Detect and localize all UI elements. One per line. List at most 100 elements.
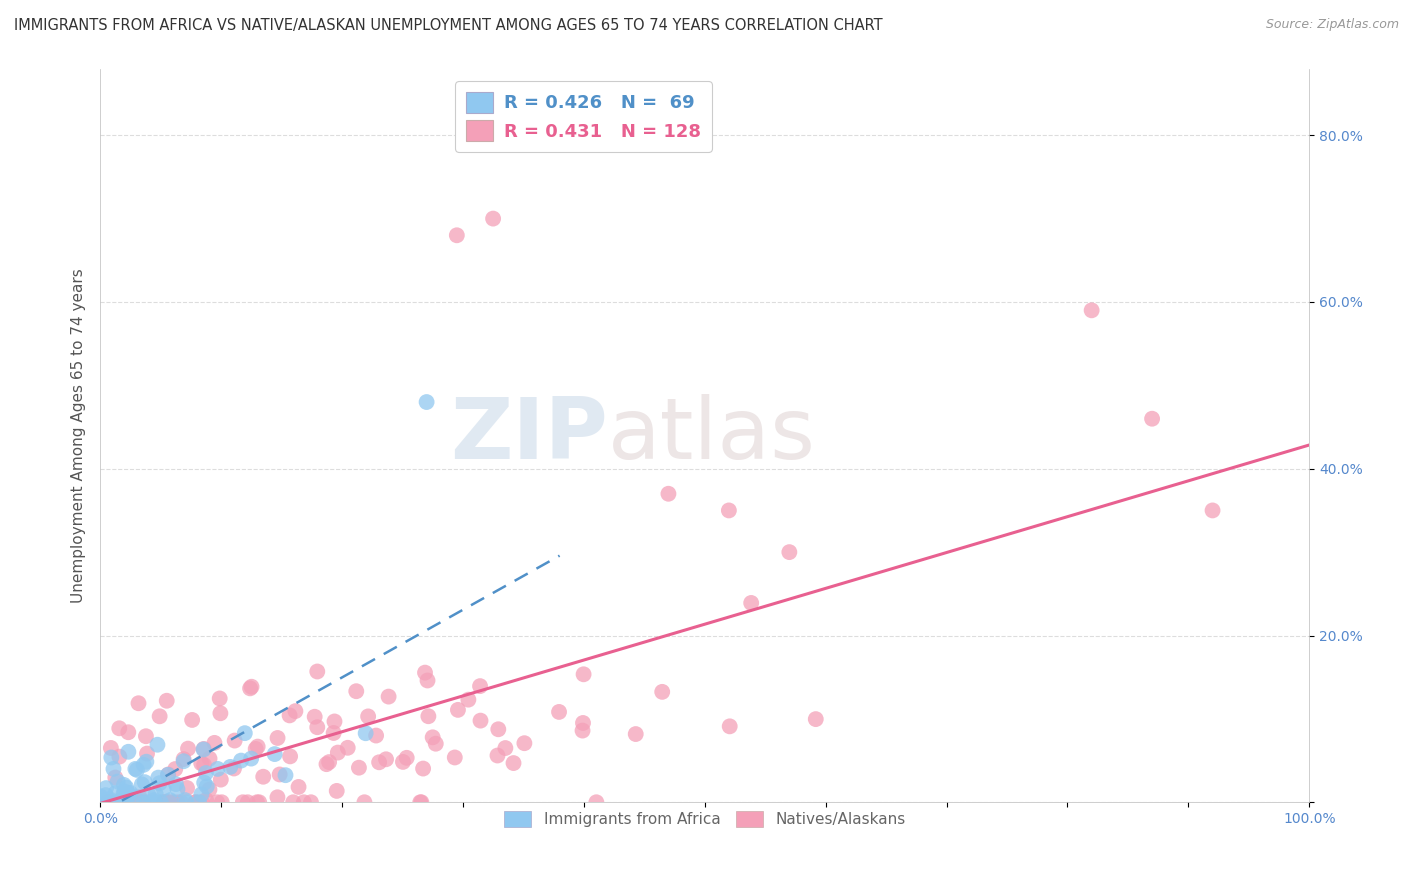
Point: [413, 665, 436, 680]
Y-axis label: Unemployment Among Ages 65 to 74 years: Unemployment Among Ages 65 to 74 years: [72, 268, 86, 603]
Point: [114, 795, 136, 809]
Point: [366, 729, 388, 743]
Legend: Immigrants from Africa, Natives/Alaskans: Immigrants from Africa, Natives/Alaskans: [496, 804, 914, 835]
Point: [89, 789, 111, 804]
Point: [486, 748, 509, 763]
Point: [177, 741, 200, 756]
Point: [318, 755, 340, 769]
Point: [111, 795, 134, 809]
Point: [149, 776, 172, 790]
Point: [246, 739, 269, 754]
Point: [718, 719, 741, 733]
Point: [143, 793, 166, 807]
Point: [233, 726, 256, 740]
Point: [153, 795, 176, 809]
Point: [111, 795, 134, 809]
Point: [193, 742, 215, 756]
Point: [98, 795, 121, 809]
Point: [193, 775, 215, 789]
Point: [224, 733, 246, 747]
Point: [446, 228, 468, 243]
Point: [128, 795, 150, 809]
Point: [347, 761, 370, 775]
Point: [1201, 503, 1223, 517]
Point: [165, 762, 187, 776]
Point: [232, 795, 254, 809]
Point: [146, 738, 169, 752]
Point: [135, 729, 157, 743]
Point: [229, 754, 252, 768]
Point: [174, 793, 197, 807]
Point: [190, 756, 212, 771]
Point: [112, 787, 135, 801]
Point: [740, 596, 762, 610]
Point: [127, 795, 149, 809]
Point: [104, 771, 127, 785]
Point: [240, 680, 263, 694]
Point: [115, 795, 138, 809]
Point: [100, 795, 122, 809]
Point: [657, 487, 679, 501]
Point: [717, 503, 740, 517]
Point: [307, 720, 329, 734]
Point: [173, 752, 195, 766]
Point: [344, 684, 367, 698]
Point: [115, 780, 138, 795]
Point: [110, 795, 132, 809]
Point: [208, 691, 231, 706]
Point: [184, 795, 207, 809]
Point: [159, 793, 181, 807]
Point: [205, 795, 228, 809]
Point: [153, 795, 176, 809]
Point: [108, 721, 131, 735]
Point: [193, 742, 215, 756]
Point: [278, 749, 301, 764]
Point: [1080, 303, 1102, 318]
Point: [131, 777, 153, 791]
Point: [112, 784, 135, 798]
Point: [124, 790, 146, 805]
Point: [110, 793, 132, 807]
Point: [284, 704, 307, 718]
Point: [651, 685, 673, 699]
Point: [502, 756, 524, 770]
Point: [548, 705, 571, 719]
Point: [112, 778, 135, 792]
Point: [91, 795, 114, 809]
Point: [165, 777, 187, 791]
Point: [207, 762, 229, 776]
Point: [572, 667, 595, 681]
Point: [103, 795, 125, 809]
Point: [354, 726, 377, 740]
Point: [336, 740, 359, 755]
Point: [263, 747, 285, 761]
Point: [162, 795, 184, 809]
Point: [181, 713, 204, 727]
Text: IMMIGRANTS FROM AFRICA VS NATIVE/ALASKAN UNEMPLOYMENT AMONG AGES 65 TO 74 YEARS : IMMIGRANTS FROM AFRICA VS NATIVE/ALASKAN…: [14, 18, 883, 33]
Point: [778, 545, 800, 559]
Point: [104, 786, 127, 800]
Point: [239, 681, 262, 696]
Point: [118, 787, 141, 801]
Point: [443, 750, 465, 764]
Point: [94, 794, 117, 808]
Point: [304, 710, 326, 724]
Point: [148, 771, 170, 785]
Point: [222, 762, 245, 776]
Point: [176, 780, 198, 795]
Point: [411, 795, 433, 809]
Point: [624, 727, 647, 741]
Point: [190, 788, 212, 802]
Point: [283, 795, 305, 809]
Point: [96, 795, 118, 809]
Point: [804, 712, 827, 726]
Point: [375, 752, 398, 766]
Point: [415, 395, 437, 409]
Point: [176, 795, 198, 809]
Point: [136, 795, 159, 809]
Point: [322, 726, 344, 740]
Point: [236, 795, 259, 809]
Point: [153, 795, 176, 809]
Point: [353, 795, 375, 809]
Point: [252, 770, 274, 784]
